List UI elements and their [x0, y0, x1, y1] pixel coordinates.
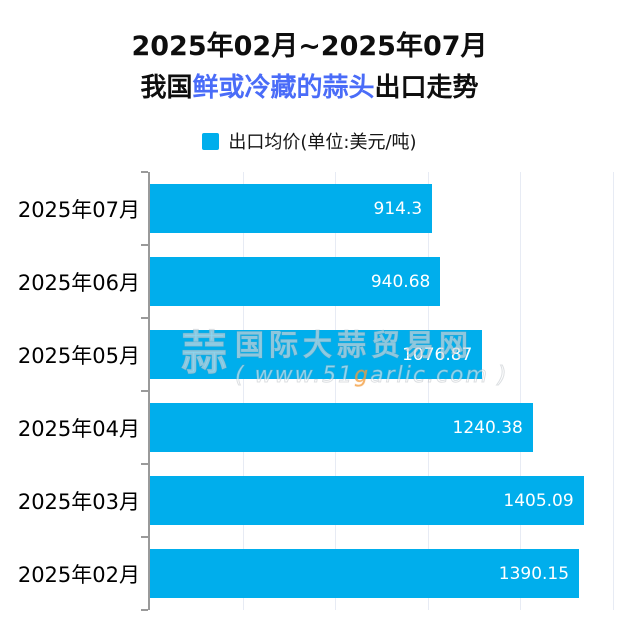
bar: 940.68: [150, 257, 441, 306]
bar-value-label: 1240.38: [452, 417, 523, 438]
gridline: [242, 172, 244, 610]
bar-value-label: 940.68: [370, 271, 431, 292]
category-label: 2025年05月: [17, 343, 140, 368]
legend-swatch-icon: [202, 132, 220, 150]
y-axis-tick: [141, 609, 148, 611]
legend-label: 出口均价(单位:美元/吨): [228, 132, 417, 153]
chart-title-line2: 我国鲜或冷藏的蒜头出口走势: [0, 67, 619, 104]
category-label: 2025年06月: [17, 270, 140, 295]
bar-value-label: 1076.87: [402, 344, 473, 365]
y-axis-tick: [141, 317, 148, 319]
bar-value-label: 1390.15: [498, 563, 570, 584]
y-axis-tick: [141, 463, 148, 465]
title-highlight: 鲜或冷藏的蒜头: [192, 73, 375, 103]
y-axis-tick: [141, 536, 148, 538]
title-suffix: 出口走势: [374, 73, 479, 103]
bar: 1076.87: [150, 330, 483, 379]
category-axis: 2025年07月 2025年06月 2025年05月 2025年04月 2025年03月…: [0, 172, 140, 610]
bar: 1405.09: [150, 476, 584, 525]
bar-value-label: 914.3: [373, 198, 423, 219]
y-axis-tick: [141, 244, 148, 246]
plot-area: 914.3 940.68 1076.87 1240.38 1405.09 1390.15: [141, 171, 614, 611]
bar: 1240.38: [150, 403, 533, 452]
legend-item[interactable]: 出口均价(单位:美元/吨): [0, 128, 619, 154]
gridline: [613, 172, 614, 610]
gridline: [520, 172, 522, 610]
bar-value-label: 1405.09: [503, 490, 574, 511]
category-label: 2025年03月: [17, 489, 140, 514]
gridline: [427, 172, 429, 610]
category-label: 2025年04月: [17, 416, 140, 441]
y-axis-tick: [141, 171, 148, 173]
title-prefix: 我国: [140, 73, 193, 103]
bar: 1390.15: [150, 549, 580, 598]
chart-title-line1: 2025年02月~2025年07月: [131, 31, 488, 62]
y-axis-tick: [141, 390, 148, 392]
gridline: [335, 172, 337, 610]
bar: 914.3: [150, 184, 433, 233]
category-label: 2025年02月: [17, 562, 140, 587]
category-label: 2025年07月: [17, 197, 140, 222]
